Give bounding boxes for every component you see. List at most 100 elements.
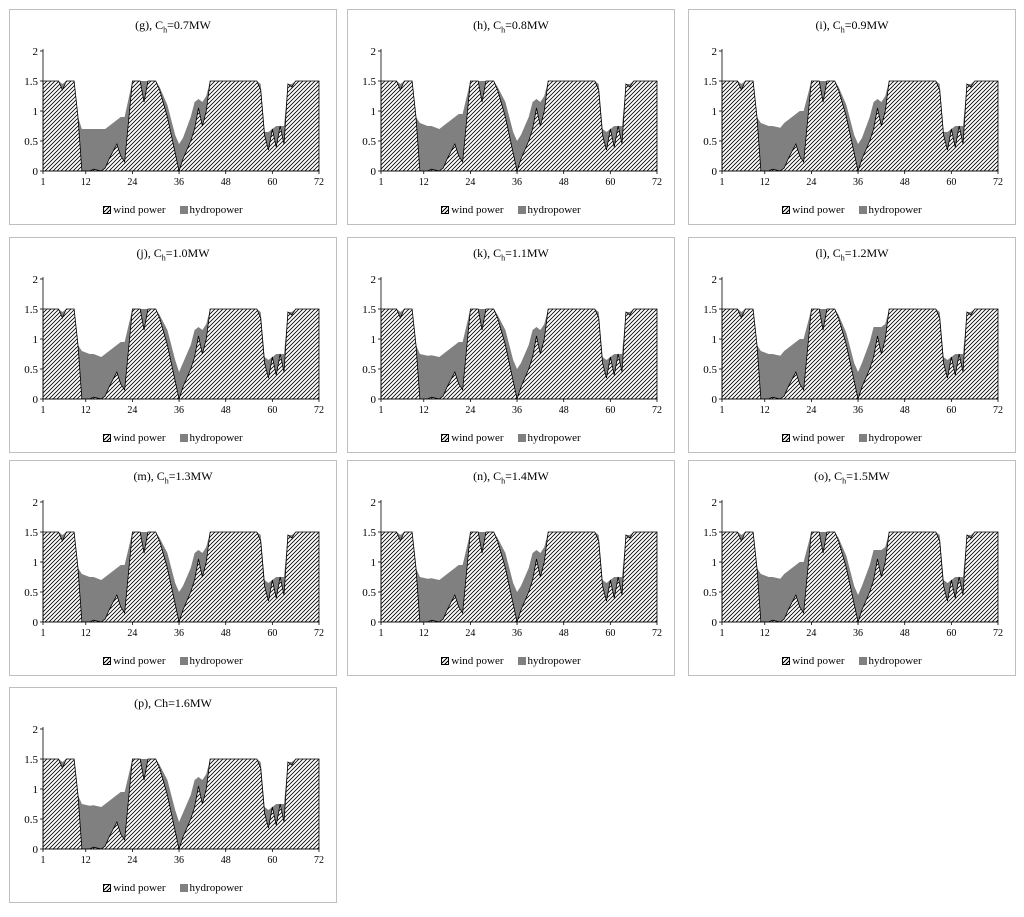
legend-item-wind-power: wind power (441, 204, 504, 216)
chart-title-suffix: =1.0MW (165, 246, 210, 260)
chart-legend: wind power hydropower (689, 432, 1015, 444)
chart-title-prefix: (k), C (473, 246, 502, 260)
chart-title: (m), Ch=1.3MW (10, 469, 336, 488)
x-tick-label: 12 (419, 177, 429, 188)
legend-swatch (103, 206, 112, 214)
legend-swatch (517, 206, 526, 214)
legend-label: wind power (451, 204, 504, 216)
x-tick-label: 48 (559, 177, 569, 188)
legend-item-wind-power: wind power (103, 204, 166, 216)
chart-title: (p), Ch=1.6MW (10, 696, 336, 710)
x-tick-label: 72 (314, 628, 324, 639)
chart-title-prefix: (o), C (814, 469, 843, 483)
legend-label: wind power (113, 882, 166, 894)
y-tick-label: 1.5 (24, 527, 38, 539)
x-tick-label: 1 (720, 628, 725, 639)
y-tick-label: 2 (712, 274, 718, 286)
x-tick-label: 72 (652, 628, 662, 639)
legend-label: wind power (113, 432, 166, 444)
x-tick-label: 1 (720, 405, 725, 416)
chart-title-prefix: (h), C (473, 18, 502, 32)
y-tick-label: 1.5 (362, 304, 376, 316)
hydropower-area (43, 759, 319, 849)
y-tick-label: 1 (371, 334, 377, 346)
x-tick-label: 1 (41, 855, 46, 866)
y-tick-label: 1 (33, 784, 39, 796)
x-tick-label: 24 (465, 177, 475, 188)
chart-title-suffix: =1.1MW (505, 246, 549, 260)
chart-title: (h), Ch=0.8MW (348, 18, 674, 37)
y-tick-label: 0.5 (24, 364, 38, 376)
y-tick-label: 1.5 (703, 304, 717, 316)
legend-label: hydropower (189, 432, 243, 444)
legend-swatch (858, 206, 867, 214)
x-tick-label: 24 (465, 628, 475, 639)
x-tick-label: 72 (993, 628, 1003, 639)
x-tick-label: 12 (81, 628, 91, 639)
chart-panel: (k), Ch=1.1MW 0 0.5 1 1.5 2 1 12 24 36 48 60 72 wind … (347, 237, 675, 453)
y-tick-label: 1.5 (703, 527, 717, 539)
y-tick-label: 2 (371, 497, 377, 509)
x-tick-label: 36 (512, 628, 522, 639)
chart-panel: (m), Ch=1.3MW 0 0.5 1 1.5 2 1 12 24 36 48 60 72 wind … (9, 460, 337, 676)
y-tick-label: 0 (371, 166, 377, 178)
hydropower-area (381, 81, 657, 171)
x-tick-label: 60 (267, 177, 277, 188)
legend-label: hydropower (189, 655, 243, 667)
x-tick-label: 48 (221, 855, 231, 866)
chart-svg: 0 0.5 1 1.5 2 1 12 24 36 48 60 72 (362, 497, 662, 639)
chart-title-prefix: (i), C (815, 18, 841, 32)
legend-label: wind power (451, 655, 504, 667)
x-tick-label: 24 (465, 405, 475, 416)
y-tick-label: 0.5 (703, 364, 717, 376)
legend-swatch (103, 657, 112, 665)
y-tick-label: 2 (371, 46, 377, 58)
x-tick-label: 48 (221, 177, 231, 188)
y-tick-label: 0 (33, 617, 39, 629)
chart-panel: (n), Ch=1.4MW 0 0.5 1 1.5 2 1 12 24 36 48 60 72 wind … (347, 460, 675, 676)
x-tick-label: 60 (605, 177, 615, 188)
y-tick-label: 0 (712, 166, 718, 178)
legend-swatch (179, 657, 188, 665)
y-tick-label: 1.5 (24, 754, 38, 766)
x-tick-label: 60 (605, 405, 615, 416)
chart-title-suffix: =0.9MW (844, 18, 889, 32)
legend-label: hydropower (527, 655, 581, 667)
hydropower-area (722, 81, 998, 171)
y-tick-label: 0 (371, 617, 377, 629)
legend-swatch (441, 206, 450, 214)
x-tick-label: 60 (267, 855, 277, 866)
x-tick-label: 24 (806, 628, 816, 639)
x-tick-label: 24 (127, 628, 137, 639)
x-tick-label: 72 (652, 177, 662, 188)
y-tick-label: 1 (712, 557, 718, 569)
y-tick-label: 1 (33, 557, 39, 569)
y-tick-label: 2 (33, 497, 39, 509)
x-tick-label: 72 (652, 405, 662, 416)
x-tick-label: 60 (267, 628, 277, 639)
y-tick-label: 0.5 (362, 364, 376, 376)
chart-legend: wind power hydropower (689, 204, 1015, 216)
y-tick-label: 2 (33, 724, 39, 736)
legend-item-wind-power: wind power (103, 655, 166, 667)
legend-swatch (858, 434, 867, 442)
chart-title-suffix: =1.5MW (846, 469, 890, 483)
x-tick-label: 60 (605, 628, 615, 639)
legend-swatch (103, 884, 112, 892)
legend-swatch (782, 206, 791, 214)
y-tick-label: 1 (371, 106, 377, 118)
hydropower-area (722, 532, 998, 622)
chart-svg: 0 0.5 1 1.5 2 1 12 24 36 48 60 72 (24, 497, 324, 639)
chart-title-prefix: (p), Ch=1.6MW (134, 696, 212, 710)
y-tick-label: 2 (712, 46, 718, 58)
legend-label: wind power (113, 204, 166, 216)
x-tick-label: 1 (41, 628, 46, 639)
y-tick-label: 0.5 (24, 136, 38, 148)
x-tick-label: 24 (127, 855, 137, 866)
legend-label: hydropower (868, 432, 922, 444)
x-tick-label: 48 (900, 177, 910, 188)
legend-swatch (441, 657, 450, 665)
chart-title-subscript: h (501, 253, 506, 263)
chart-panel: (o), Ch=1.5MW 0 0.5 1 1.5 2 1 12 24 36 48 60 72 wind … (688, 460, 1016, 676)
chart-legend: wind power hydropower (689, 655, 1015, 667)
